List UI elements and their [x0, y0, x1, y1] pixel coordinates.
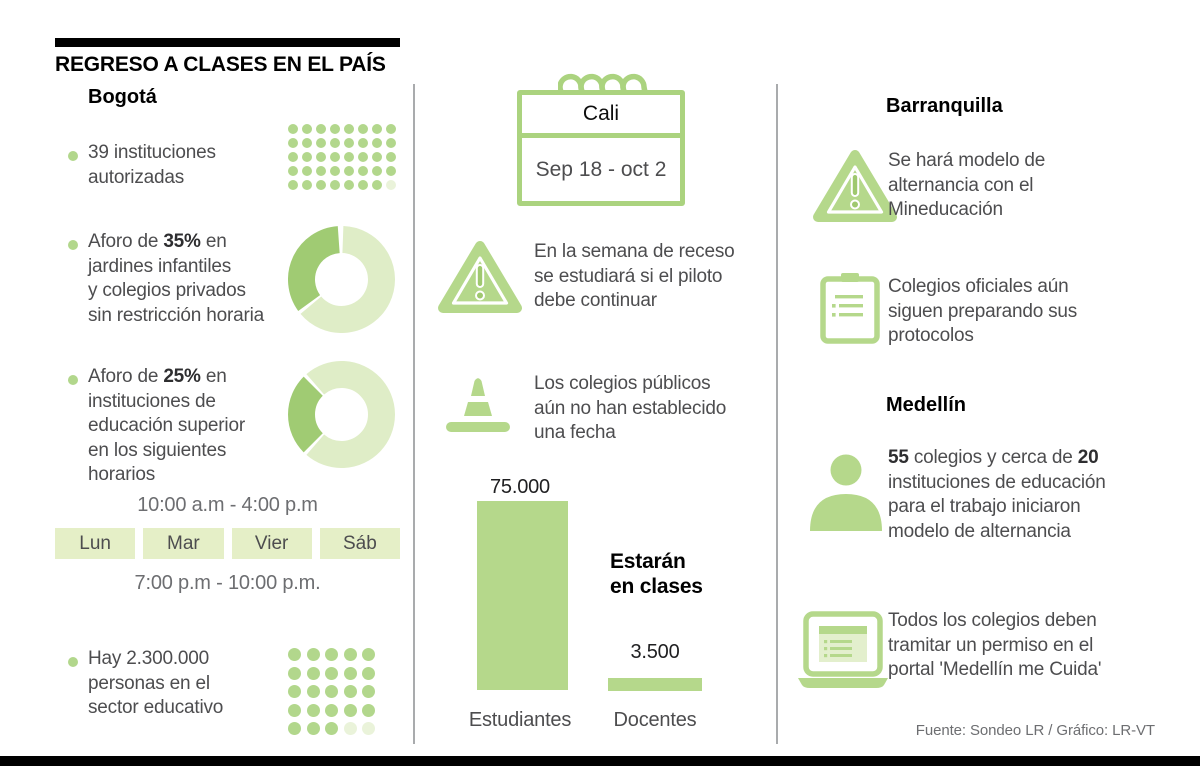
- cali-note-publicos: Los colegios públicos aún no han establec…: [534, 373, 727, 443]
- calendar-city: Cali: [522, 95, 680, 138]
- bogota-note-sector: Hay 2.300.000 personas en el sector educat…: [88, 648, 224, 718]
- traffic-cone-icon: [446, 378, 510, 432]
- laptop-icon: [798, 611, 888, 688]
- cali-note-receso: En la semana de receso se estudiará si el…: [534, 241, 735, 311]
- column-divider-left: [413, 84, 415, 744]
- donut-chart-aforo-35: [288, 226, 395, 333]
- bottom-accent-bar: [0, 756, 1200, 766]
- bogota-note-instituciones: 39 instituciones autorizadas: [88, 142, 216, 188]
- source-credit: Fuente: Sondeo LR / Gráfico: LR-VT: [915, 722, 1155, 739]
- bar-annotation: Estarán en clases: [610, 550, 703, 598]
- barranquilla-note-alternancia: Se hará modelo de alternancia con el Mined…: [888, 150, 1046, 220]
- bar-docentes: [608, 678, 702, 691]
- heading-bogota: Bogotá: [88, 86, 157, 108]
- heading-barranquilla: Barranquilla: [886, 95, 1003, 117]
- dot-grid-instituciones: [288, 124, 396, 190]
- heading-medellin: Medellín: [886, 394, 967, 416]
- bar-category-estudiantes: Estudiantes: [468, 709, 572, 731]
- clipboard-icon: [820, 273, 880, 344]
- page-title: REGRESO A CLASES EN EL PAÍS: [55, 53, 386, 76]
- schedule-time-evening: 7:00 p.m - 10:00 p.m.: [134, 572, 321, 594]
- bar-value-estudiantes: 75.000: [490, 476, 550, 498]
- warning-icon: [438, 241, 522, 313]
- day-box-lun: Lun: [55, 528, 136, 559]
- dot-grid-sector-educativo: [288, 648, 375, 735]
- warning-icon: [813, 150, 897, 222]
- bullet-dot: [68, 240, 78, 250]
- bullet-dot: [68, 657, 78, 667]
- bullet-dot: [68, 375, 78, 385]
- donut-chart-aforo-25: [288, 361, 395, 468]
- calendar-card-cali: Cali Sep 18 - oct 2: [517, 90, 685, 206]
- day-box-mar: Mar: [143, 528, 224, 559]
- bogota-note-aforo-25: Aforo de 25% en instituciones de educación…: [88, 366, 245, 485]
- medellin-note-alternancia: 55 colegios y cerca de 20 instituciones d…: [888, 447, 1106, 542]
- person-icon: [810, 454, 882, 531]
- day-box-sab: Sáb: [319, 528, 400, 559]
- medellin-note-permiso: Todos los colegios deben tramitar un perm…: [888, 610, 1102, 680]
- column-divider-right: [776, 84, 778, 744]
- title-accent-bar: [55, 38, 400, 47]
- day-box-vier: Vier: [231, 528, 312, 559]
- schedule-time-morning: 10:00 a.m - 4:00 p.m: [137, 494, 318, 516]
- bar-category-docentes: Docentes: [613, 709, 697, 731]
- bullet-dot: [68, 151, 78, 161]
- calendar-dates: Sep 18 - oct 2: [535, 157, 667, 181]
- bar-estudiantes: [477, 501, 568, 690]
- schedule-days-row: Lun Mar Vier Sáb: [55, 528, 400, 559]
- bogota-note-aforo-35: Aforo de 35% en jardines infantiles y cole…: [88, 231, 264, 326]
- barranquilla-note-protocolos: Colegios oficiales aún siguen preparando …: [888, 276, 1078, 346]
- bar-value-docentes: 3.500: [630, 641, 680, 663]
